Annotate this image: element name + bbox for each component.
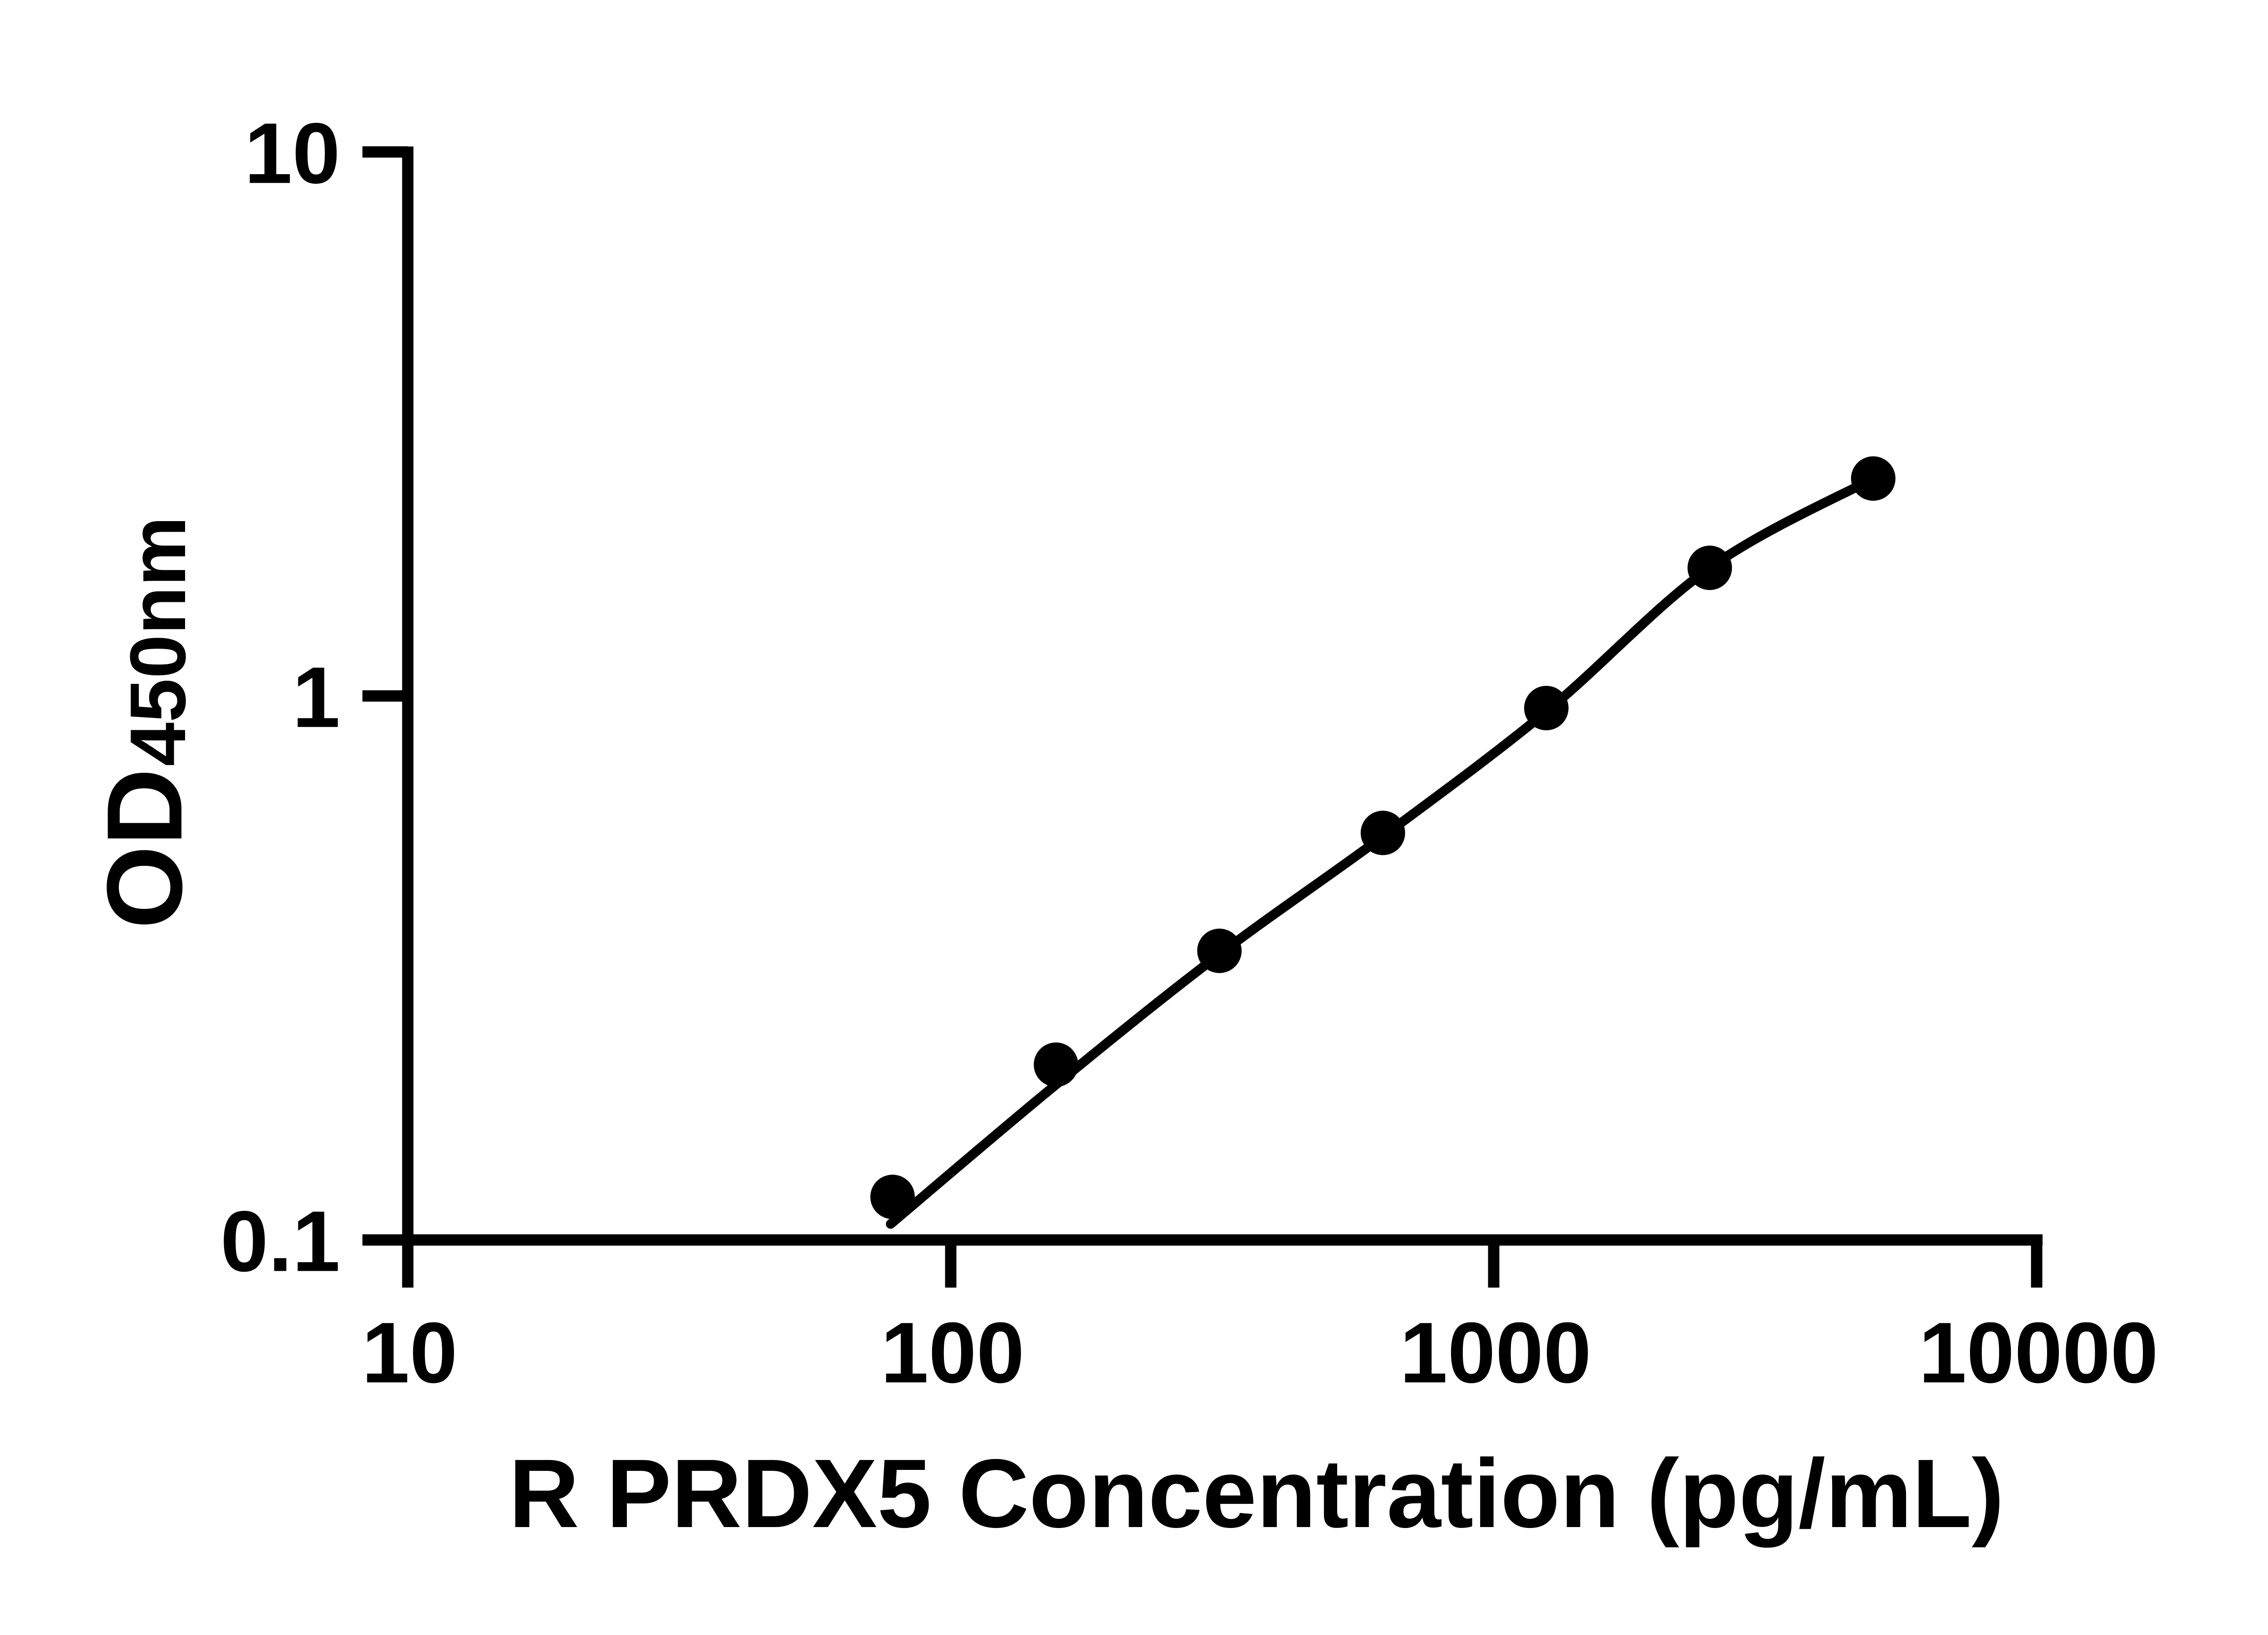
y-tick-label: 10 <box>244 105 340 201</box>
y-axis-title-main: OD <box>85 768 205 929</box>
y-axis-title: OD 450nm <box>85 516 205 929</box>
data-point <box>1360 810 1405 855</box>
x-tick-label: 10 <box>362 1305 457 1401</box>
y-axis-ticks <box>362 146 408 1246</box>
data-point <box>1034 1042 1078 1087</box>
x-axis-title: R PRDX5 Concentration (pg/mL) <box>509 1439 2004 1548</box>
data-point <box>1524 686 1569 731</box>
x-axis-title-text: R PRDX5 Concentration (pg/mL) <box>509 1439 2004 1548</box>
data-point <box>1687 546 1732 590</box>
data-point-markers <box>870 456 1896 1219</box>
y-axis-tick-labels: 10 1 0.1 <box>220 105 340 1289</box>
data-point <box>1197 928 1242 973</box>
x-tick-label: 100 <box>880 1305 1024 1401</box>
data-point <box>1851 456 1896 501</box>
x-tick-label: 10000 <box>1919 1305 2158 1401</box>
x-tick-label: 1000 <box>1400 1305 1592 1401</box>
data-point <box>870 1175 915 1219</box>
x-axis-tick-labels: 10 100 1000 10000 <box>362 1305 2158 1401</box>
y-axis-title-subscript: 450nm <box>113 516 202 766</box>
x-axis-ticks <box>402 1240 2043 1288</box>
y-tick-label: 1 <box>292 649 340 746</box>
y-tick-label: 0.1 <box>220 1193 340 1289</box>
